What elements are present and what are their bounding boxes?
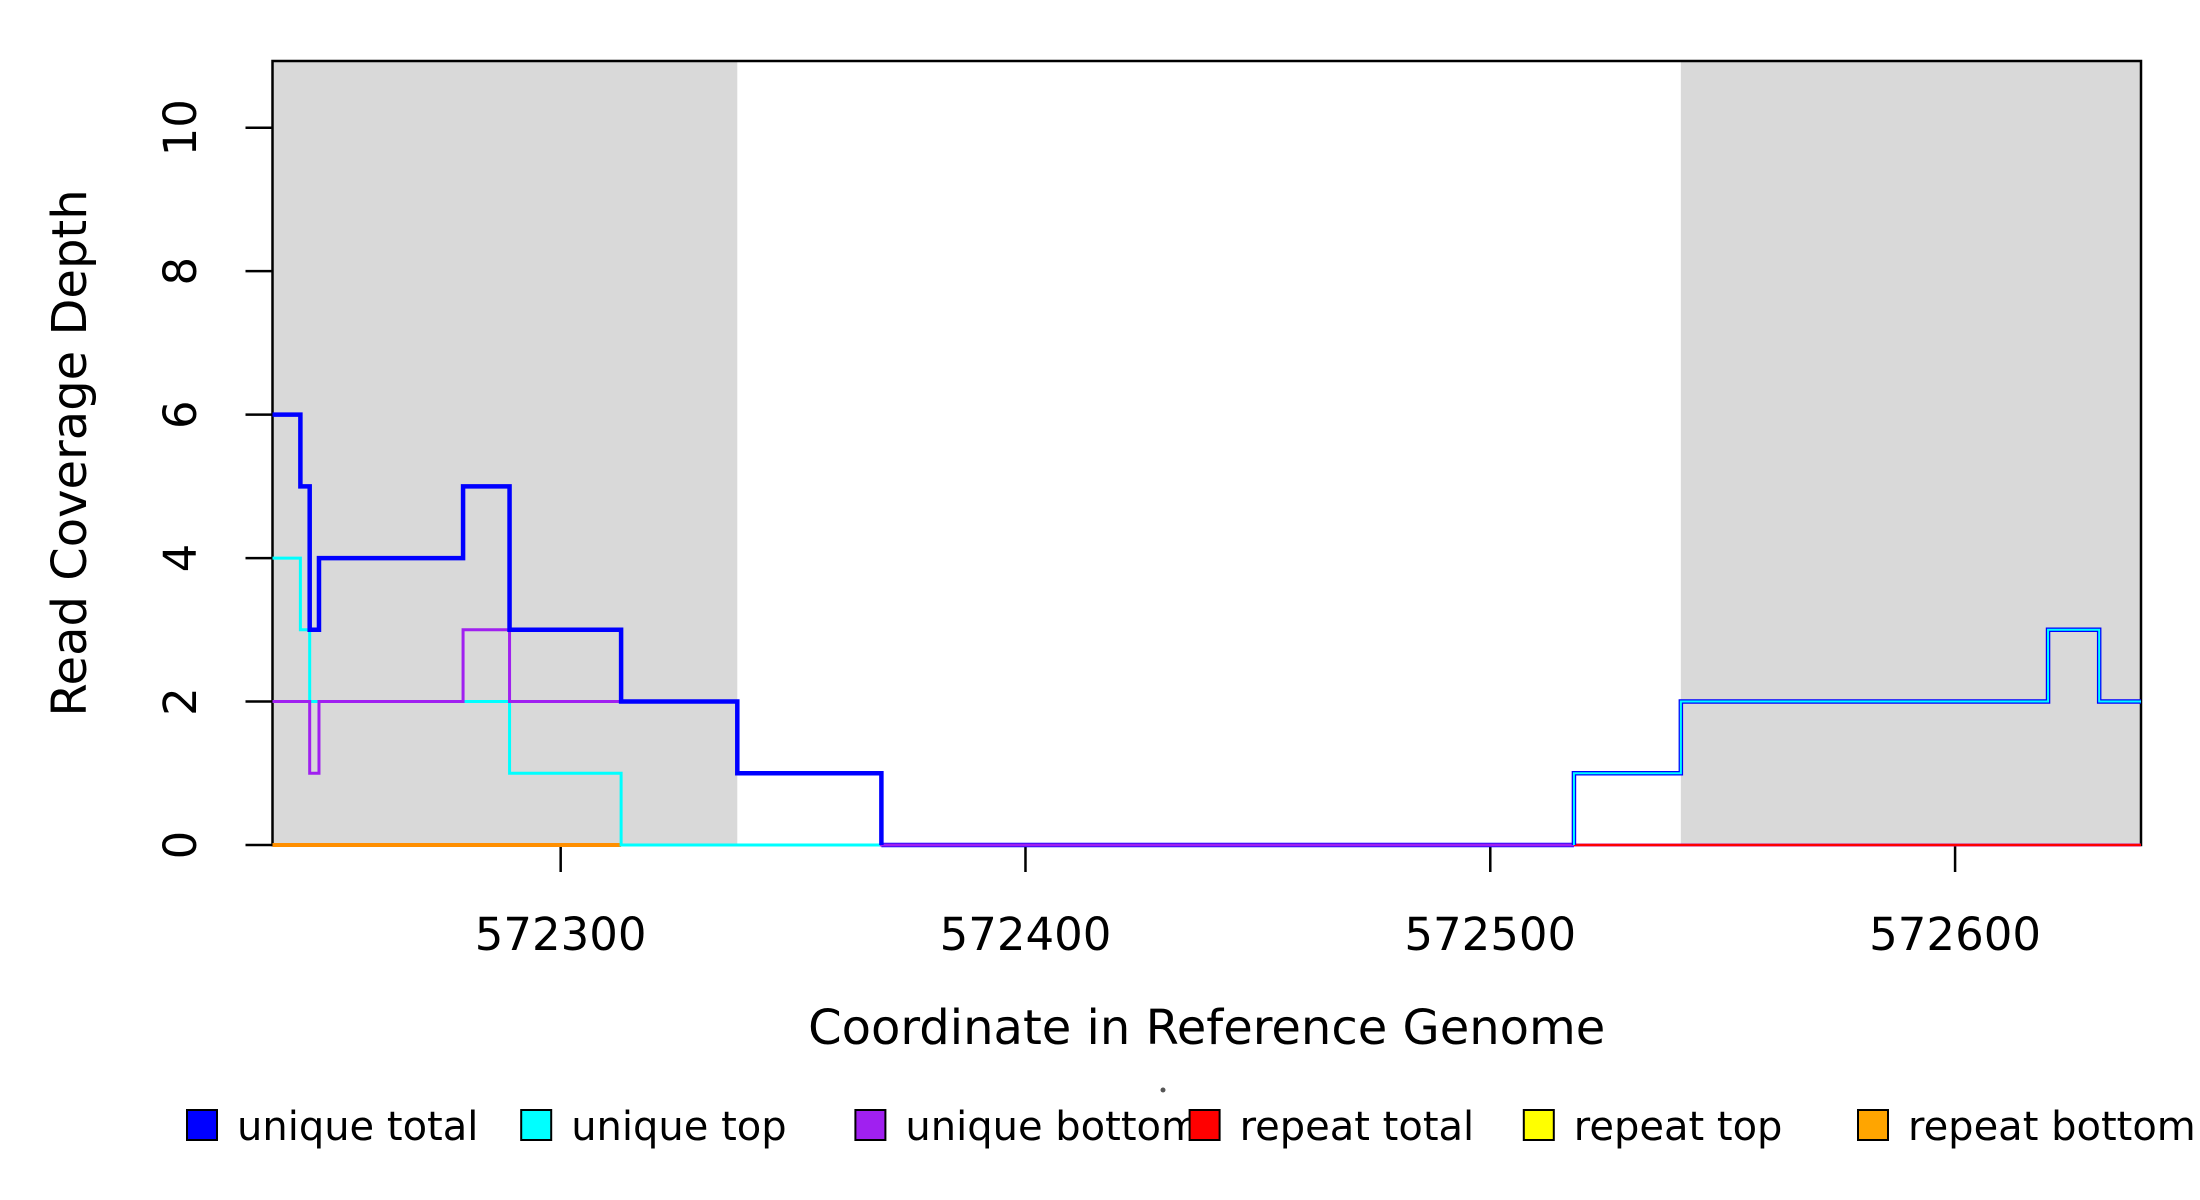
- legend-item-unique-bottom: unique bottom: [854, 1104, 1200, 1150]
- legend-swatch-icon: [1522, 1109, 1555, 1141]
- legend: unique total unique top unique bottom repea…: [186, 1104, 2196, 1150]
- legend-label: unique bottom: [905, 1104, 1200, 1150]
- legend-swatch-icon: [186, 1109, 218, 1141]
- legend-item-unique-top: unique top: [520, 1104, 787, 1150]
- legend-label: unique top: [571, 1104, 786, 1150]
- series-unique-total-line: [272, 412, 884, 845]
- legend-label: unique total: [237, 1104, 478, 1150]
- legend-item-repeat-bottom: repeat bottom: [1857, 1104, 2196, 1150]
- series-unique-top-line: [1572, 628, 2141, 845]
- x-axis-tick-label: 572500: [1404, 908, 1576, 961]
- x-axis-tick-label: 572300: [475, 908, 647, 961]
- repeat-region-band-2: [1680, 61, 2141, 845]
- y-axis-tick-label: 8: [154, 257, 207, 286]
- y-axis-tick-label: 10: [154, 99, 207, 156]
- legend-label: repeat total: [1240, 1104, 1475, 1150]
- stray-dot-artifact: [1160, 1087, 1166, 1093]
- x-axis-tick-label: 572600: [1869, 908, 2041, 961]
- y-axis-tick-label: 6: [154, 400, 207, 429]
- legend-item-repeat-total: repeat total: [1188, 1104, 1475, 1150]
- legend-label: repeat bottom: [1908, 1104, 2196, 1150]
- legend-swatch-icon: [1188, 1109, 1221, 1141]
- legend-item-unique-total: unique total: [186, 1104, 478, 1150]
- x-axis-title: Coordinate in Reference Genome: [808, 1000, 1605, 1056]
- y-axis-tick-label: 2: [154, 687, 207, 716]
- legend-label: repeat top: [1574, 1104, 1783, 1150]
- y-axis-tick-label: 4: [154, 544, 207, 573]
- legend-swatch-icon: [520, 1109, 553, 1141]
- x-axis-tick-label: 572400: [940, 908, 1112, 961]
- legend-swatch-icon: [1857, 1109, 1889, 1141]
- y-axis-title: Read Coverage Depth: [42, 189, 98, 716]
- y-axis-tick-label: 0: [154, 831, 207, 860]
- legend-item-repeat-top: repeat top: [1522, 1104, 1783, 1150]
- repeat-region-band-1: [272, 61, 738, 845]
- legend-swatch-icon: [854, 1109, 887, 1141]
